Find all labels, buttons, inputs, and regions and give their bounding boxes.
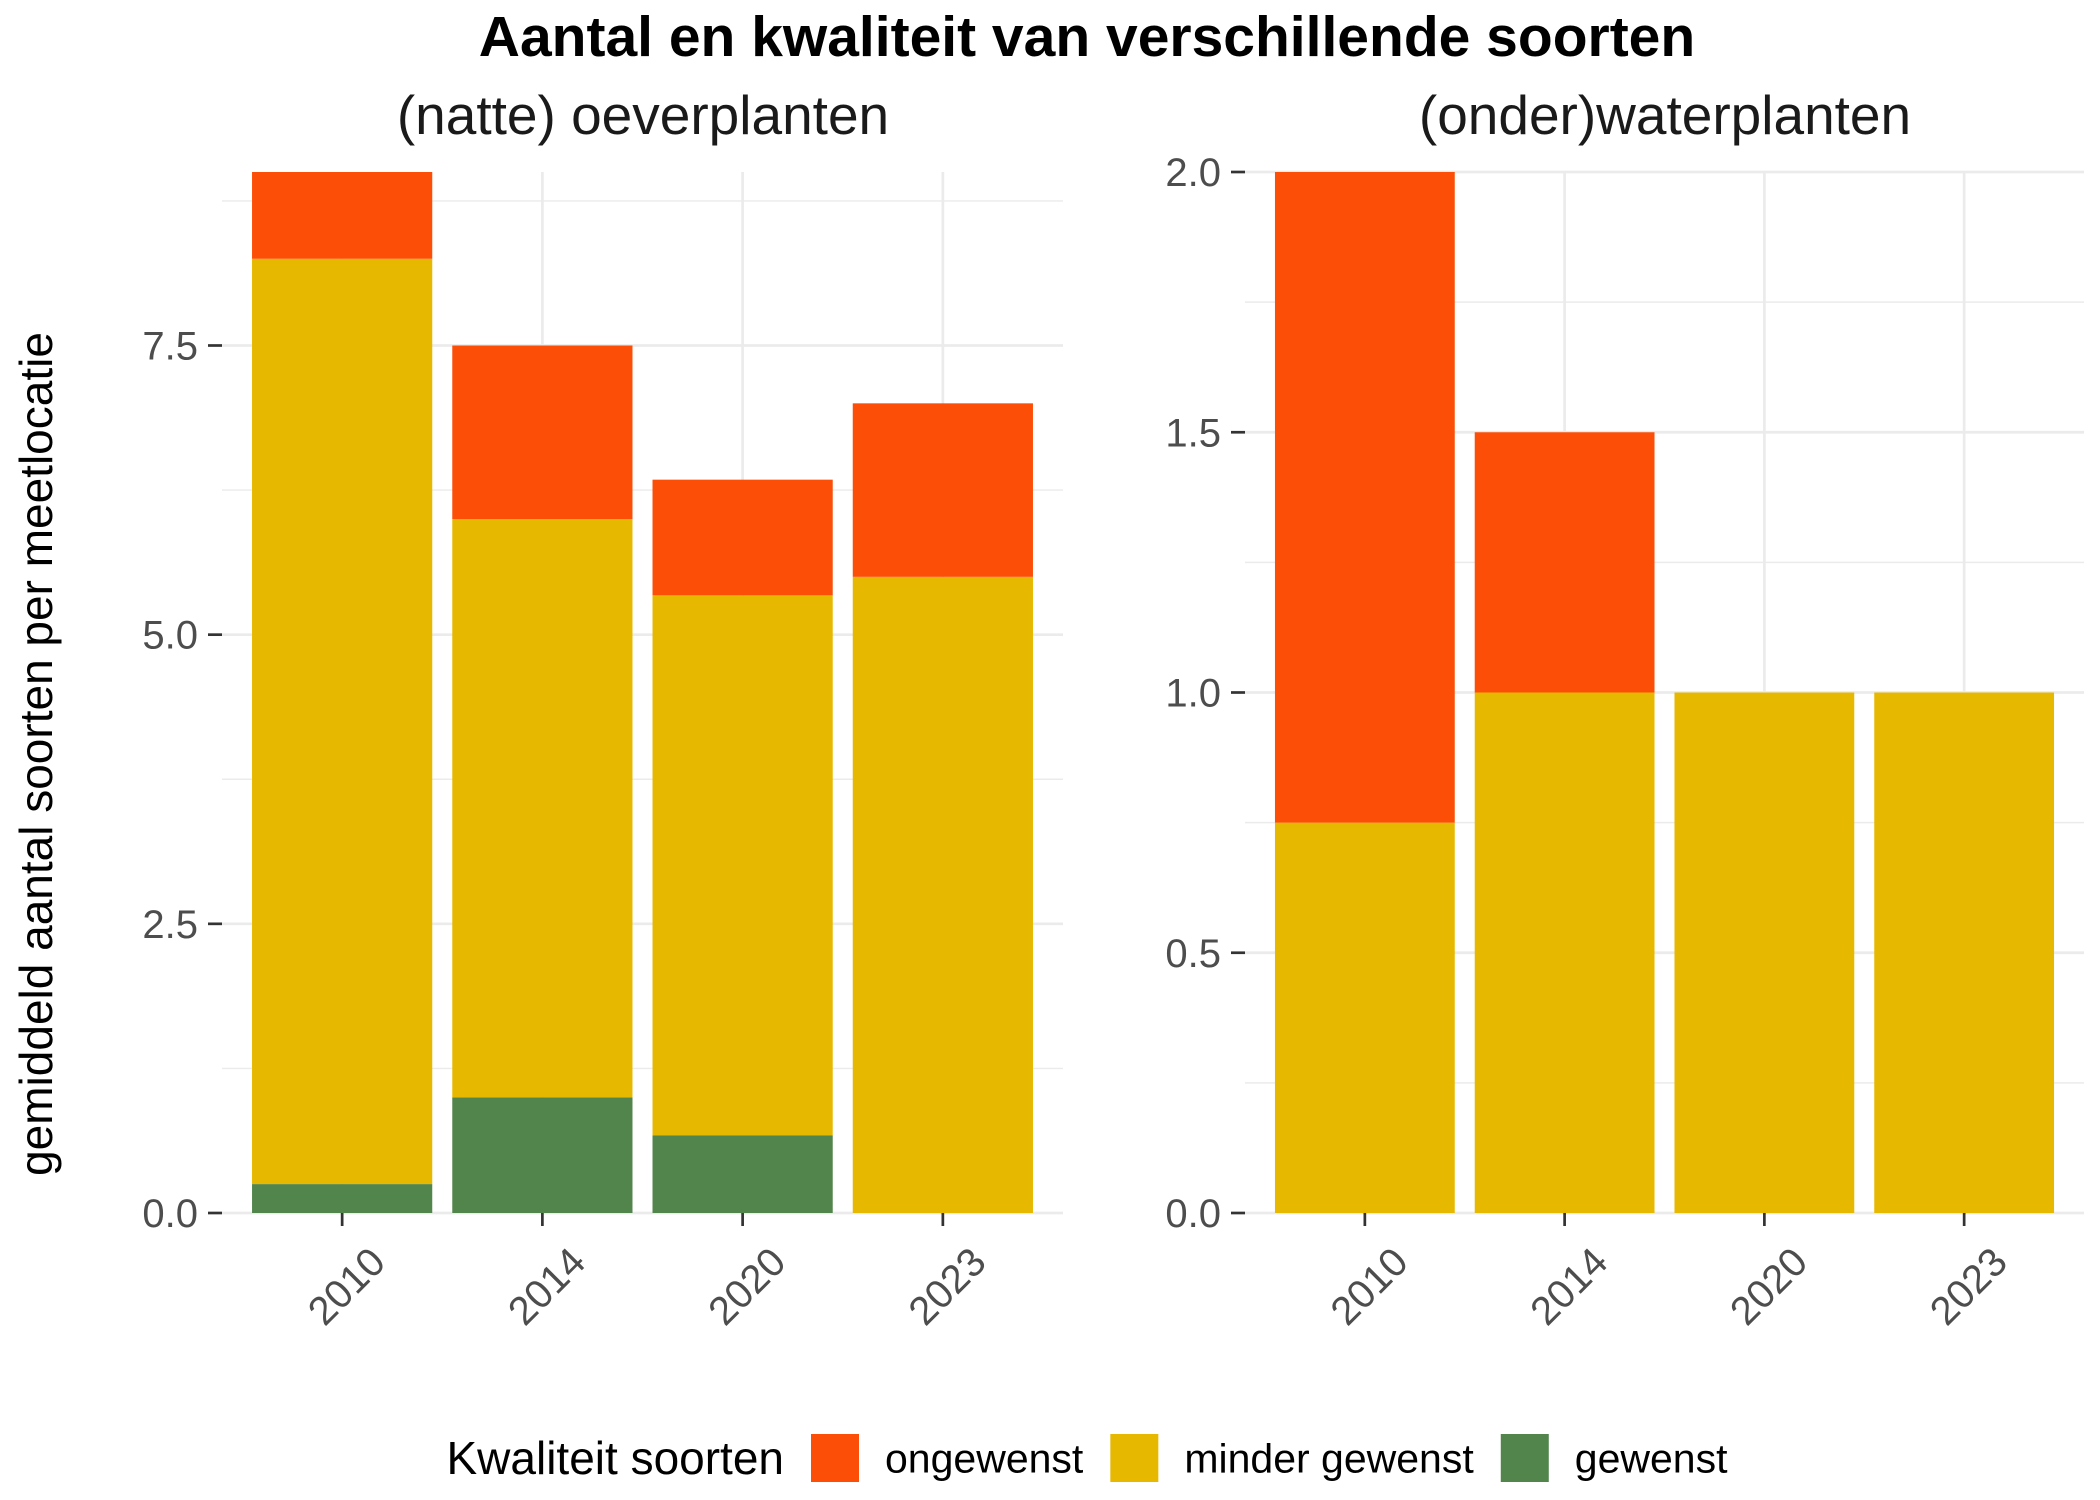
y-tick-label: 1.5 (1165, 411, 1221, 455)
y-tick-label: 2.0 (1165, 151, 1221, 195)
bar-minder-gewenst-2023 (852, 576, 1033, 1213)
legend-swatch-minder-gewenst (1110, 1434, 1159, 1482)
facet-title-left: (natte) oeverplanten (397, 84, 889, 146)
bar-ongewenst-2014 (1474, 432, 1655, 693)
legend: Kwaliteit soorten ongewenst minder gewen… (447, 1432, 1729, 1484)
bar-gewenst-2014 (452, 1097, 633, 1213)
bar-ongewenst-2020 (652, 479, 833, 596)
legend-label-minder-gewenst: minder gewenst (1184, 1435, 1474, 1481)
bar-gewenst-2020 (652, 1135, 833, 1213)
bar-minder-gewenst-2014 (1474, 692, 1655, 1213)
y-axis-title: gemiddeld aantal soorten per meetlocatie (10, 332, 62, 1176)
y-tick-label: 0.5 (1165, 932, 1221, 976)
y-tick-label: 1.0 (1165, 672, 1221, 716)
legend-title: Kwaliteit soorten (447, 1432, 785, 1484)
chart-title: Aantal en kwaliteit van verschillende so… (479, 5, 1695, 69)
bar-ongewenst-2010 (1274, 172, 1455, 823)
legend-label-ongewenst: ongewenst (885, 1435, 1084, 1481)
legend-swatch-gewenst (1500, 1434, 1549, 1482)
bar-ongewenst-2014 (452, 345, 633, 519)
bar-minder-gewenst-2014 (452, 519, 633, 1098)
y-tick-label: 0.0 (1165, 1192, 1221, 1236)
y-tick-label: 5.0 (142, 614, 198, 658)
bar-ongewenst-2023 (852, 403, 1033, 577)
y-tick-label: 2.5 (142, 903, 198, 947)
bar-minder-gewenst-2020 (652, 595, 833, 1136)
bar-gewenst-2010 (252, 1184, 433, 1213)
bar-minder-gewenst-2010 (1274, 822, 1455, 1213)
legend-label-gewenst: gewenst (1575, 1435, 1728, 1481)
bar-minder-gewenst-2010 (252, 258, 433, 1185)
legend-swatch-ongewenst (811, 1434, 860, 1482)
y-tick-label: 7.5 (142, 325, 198, 369)
bar-minder-gewenst-2023 (1874, 692, 2055, 1213)
bar-minder-gewenst-2020 (1674, 692, 1855, 1213)
bar-ongewenst-2010 (252, 172, 433, 259)
facet-title-right: (onder)waterplanten (1419, 84, 1911, 146)
y-tick-label: 0.0 (142, 1192, 198, 1236)
